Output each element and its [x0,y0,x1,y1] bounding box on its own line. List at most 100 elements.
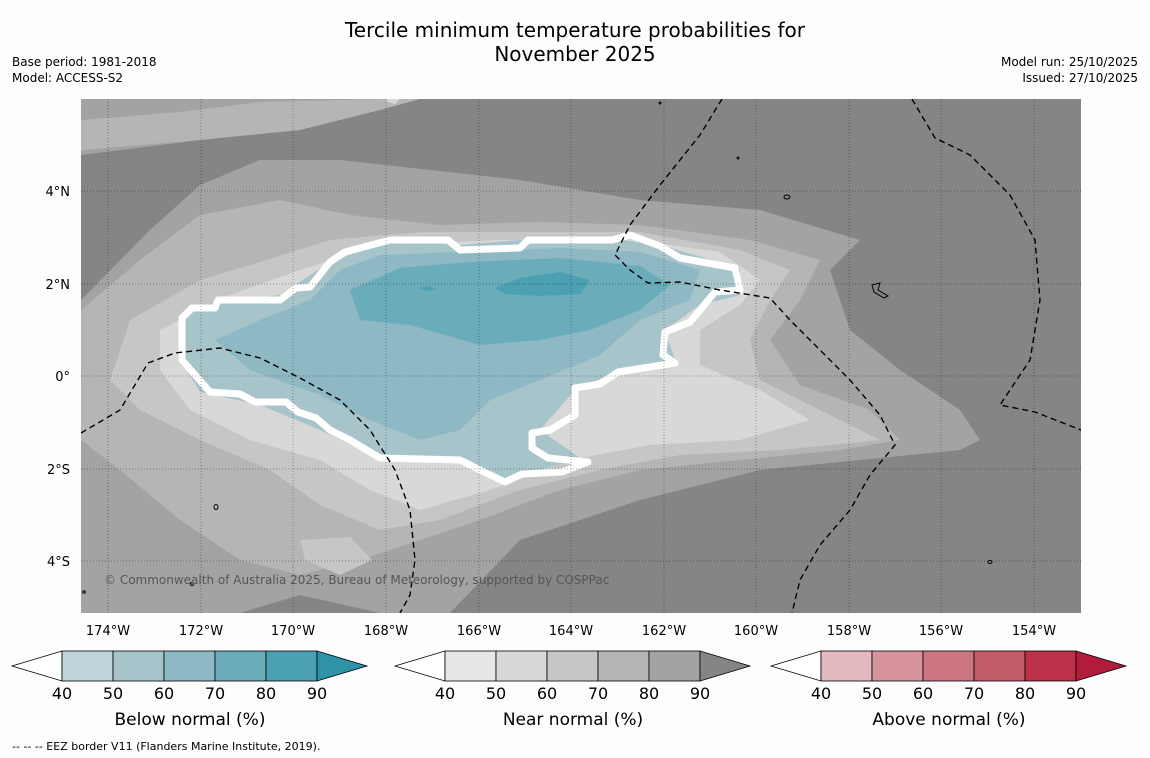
colorbar-tick: 40 [810,684,832,703]
lat-label: 2°S [47,463,70,478]
colorbar-over-triangle [316,650,369,682]
meta-left: Base period: 1981-2018 Model: ACCESS-S2 [12,54,157,86]
colorbar-tick: 80 [638,684,660,703]
lon-label: 164°W [549,624,593,639]
title-line-1: Tercile minimum temperature probabilitie… [344,18,806,42]
colorbar-ticks: 40 50 60 70 80 90 [10,684,370,704]
colorbar-segment [214,650,267,682]
eez-border-east [911,99,1081,431]
colorbar-below-normal-scale [10,650,369,682]
lon-label: 174°W [86,624,130,639]
colorbar-tick: 60 [912,684,934,703]
colorbar-segment [495,650,548,682]
colorbar-segment [163,650,216,682]
colorbar-tick: 60 [153,684,175,703]
island-7 [736,156,740,160]
lat-label: 4°S [47,555,70,570]
base-period: Base period: 1981-2018 [12,55,157,69]
island-4 [987,560,993,564]
colorbar-segment [973,650,1026,682]
eez-footnote: -- -- -- EEZ border V11 (Flanders Marine… [12,740,321,753]
colorbar-segment [597,650,650,682]
colorbar-segment [265,650,318,682]
colorbar-below-normal: 40 50 60 70 80 90 Below normal (%) [10,650,370,730]
island-8 [82,590,86,594]
colorbar-above-normal: 40 50 60 70 80 90 Above normal (%) [769,650,1129,730]
eez-borders [81,99,1081,613]
island-1 [783,194,791,200]
island-2 [871,282,890,299]
colorbar-segment [61,650,114,682]
issued-date: Issued: 27/10/2025 [1022,71,1138,85]
lon-labels: 174°W 172°W 170°W 168°W 166°W 164°W 162°… [86,624,1056,639]
island-6 [658,101,662,105]
colorbar-tick: 80 [255,684,277,703]
colorbar-near-normal: 40 50 60 70 80 90 Near normal (%) [393,650,753,730]
colorbar-under-triangle [393,650,446,682]
lon-label: 154°W [1012,624,1056,639]
colorbar-tick: 40 [434,684,456,703]
colorbar-tick: 60 [536,684,558,703]
islands [82,101,993,594]
meta-right: Model run: 25/10/2025 Issued: 27/10/2025 [1001,54,1138,86]
eez-border-west [81,347,416,613]
island-3 [213,504,219,510]
eez-border-central [614,99,896,613]
colorbar-under-triangle [769,650,822,682]
map-fill [81,99,1081,613]
lon-label: 162°W [642,624,686,639]
island-5 [190,582,194,586]
colorbar-above-normal-scale [769,650,1128,682]
colorbar-segment [820,650,873,682]
colorbar-under-triangle [10,650,63,682]
north-edge-contour [385,99,400,104]
colorbar-label: Below normal (%) [114,710,266,730]
colorbar-tick: 80 [1014,684,1036,703]
lon-label: 156°W [919,624,963,639]
colorbar-segment [112,650,165,682]
lat-label: 0° [55,370,70,385]
title-line-2: November 2025 [494,42,656,66]
colorbar-over-triangle [699,650,752,682]
colorbar-label: Above normal (%) [872,710,1026,730]
colorbar-tick: 70 [204,684,226,703]
colorbar-segment [871,650,924,682]
copyright-text: © Commonwealth of Australia 2025, Bureau… [104,573,609,587]
colorbar-segment [1024,650,1077,682]
below-normal-band-70 [418,272,590,296]
probability-map: © Commonwealth of Australia 2025, Bureau… [46,99,1081,639]
below-normal-band-60 [350,258,670,345]
colorbar-tick: 90 [1065,684,1087,703]
colorbar-segment [546,650,599,682]
lon-label: 166°W [457,624,501,639]
lon-label: 170°W [271,624,315,639]
colorbar-tick: 70 [963,684,985,703]
lat-label: 2°N [46,278,71,293]
lon-label: 168°W [364,624,408,639]
colorbar-tick: 90 [689,684,711,703]
colorbar-label: Near normal (%) [502,710,644,730]
colorbar-tick: 50 [861,684,883,703]
model-run: Model run: 25/10/2025 [1000,55,1138,69]
colorbar-segment [444,650,497,682]
colorbar-near-normal-scale [393,650,752,682]
lat-label: 4°N [46,185,71,200]
model-name: Model: ACCESS-S2 [12,71,124,85]
colorbar-tick: 70 [587,684,609,703]
southwest-lighter-patch [300,537,372,575]
below-normal-threshold-outline [178,231,744,486]
colorbar-tick: 90 [306,684,328,703]
colorbar-ticks: 40 50 60 70 80 90 [393,684,753,704]
lon-label: 160°W [734,624,778,639]
chart-title: Tercile minimum temperature probabilitie… [0,18,1150,66]
colorbar-ticks: 40 50 60 70 80 90 [769,684,1129,704]
colorbar-segment [922,650,975,682]
colorbar-over-triangle [1075,650,1128,682]
lat-labels: 4°N 2°N 0° 2°S 4°S [46,185,71,570]
lon-label: 172°W [179,624,223,639]
colorbar-tick: 50 [102,684,124,703]
colorbar-segment [648,650,701,682]
colorbar-tick: 40 [51,684,73,703]
lon-label: 158°W [827,624,871,639]
colorbar-tick: 50 [485,684,507,703]
